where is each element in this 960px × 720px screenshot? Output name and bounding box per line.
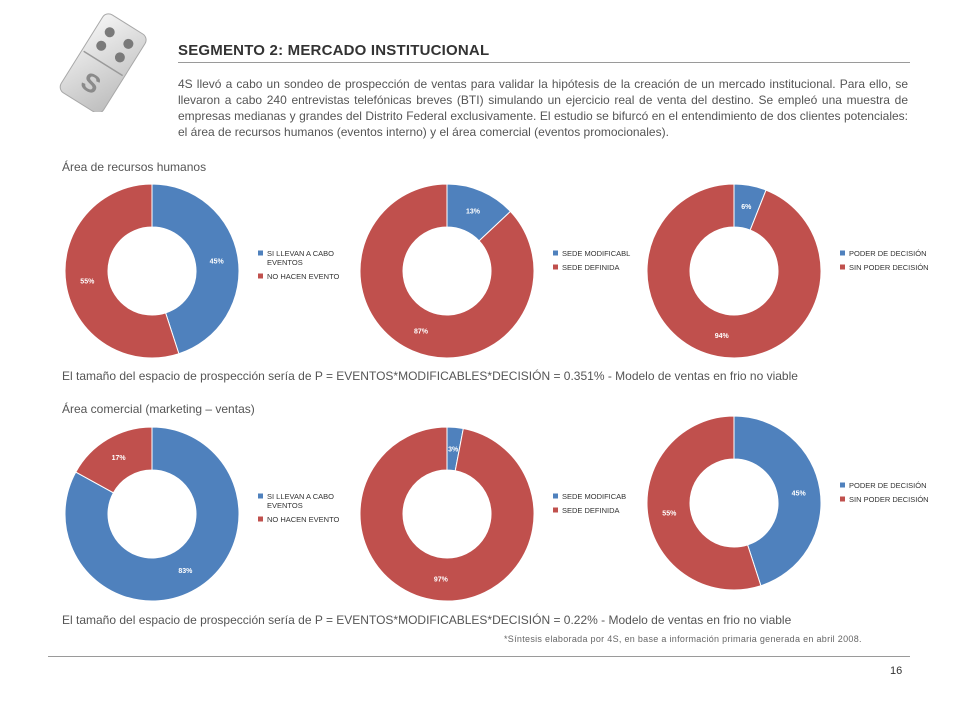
data-label: 17% [112,455,127,462]
intro-paragraph: 4S llevó a cabo un sondeo de prospección… [178,77,908,139]
data-label: 83% [178,568,193,575]
donut-slice-secondary [359,183,535,359]
donut-slice-secondary [359,426,535,602]
data-label: 55% [662,511,677,518]
legend-swatch [840,496,845,502]
data-label: 6% [741,204,752,211]
legend-swatch [840,264,845,270]
legend-label: SI LLEVAN A CABO [267,249,334,258]
legend-label: SEDE MODIFICAB [562,492,626,501]
donut-slice-primary [151,183,240,355]
donut-chart-com-venue: 3% 97% SEDE MODIFICAB SEDE DEFINIDA [345,419,645,609]
legend-swatch [553,264,558,270]
legend-label: SI LLEVAN A CABO [267,492,334,501]
footnote: *Síntesis elaborada por 4S, en base a in… [504,634,862,644]
donut-chart-com-events: 83% 17% SI LLEVAN A CABO EVENTOS NO HACEN EV… [50,419,350,609]
data-label: 45% [210,258,225,265]
legend-swatch [553,507,558,513]
data-label: 94% [715,333,730,340]
donut-slice-primary [733,415,822,587]
page-title: SEGMENTO 2: MERCADO INSTITUCIONAL [178,42,490,59]
data-label: 45% [792,490,807,497]
donut-slice-secondary [64,183,180,359]
legend-label: SEDE MODIFICABL [562,249,630,258]
donut-chart-hr-venue: 13% 87% SEDE MODIFICABL SEDE DEFINIDA [345,176,645,366]
legend-label: NO HACEN EVENTO [267,272,340,281]
data-label: 13% [466,208,481,215]
legend-label: PODER DE DECISIÓN [849,481,927,490]
donut-chart-com-decision: 45% 55% PODER DE DECISIÓN SIN PODER DECISIÓ… [632,408,932,598]
donut-slice-secondary [646,183,822,359]
data-label: 3% [448,446,459,453]
donut-slice-primary [64,426,240,602]
legend-swatch [553,250,558,256]
legend-swatch [553,493,558,499]
donut-chart-hr-decision: 6% 94% PODER DE DECISIÓN SIN PODER DECISIÓN [632,176,932,366]
legend-swatch [258,493,263,499]
commercial-formula: El tamaño del espacio de prospección ser… [62,613,792,627]
legend-label: NO HACEN EVENTO [267,515,340,524]
hr-section-label: Área de recursos humanos [62,160,207,174]
page-number: 16 [890,665,903,677]
legend-label: EVENTOS [267,258,303,267]
donut-chart-hr-events: 45% 55% SI LLEVAN A CABO EVENTOS NO HACEN EV… [50,176,350,366]
legend-swatch [258,273,263,279]
domino-logo: S [40,12,160,114]
legend-label: PODER DE DECISIÓN [849,249,927,258]
legend-label: SIN PODER DECISIÓN [849,495,929,504]
data-label: 87% [414,329,429,336]
legend-label: EVENTOS [267,501,303,510]
legend-label: SEDE DEFINIDA [562,263,620,272]
legend-swatch [840,250,845,256]
legend-swatch [258,250,263,256]
donut-slice-secondary [646,415,762,591]
donut-slice-secondary [75,426,153,494]
data-label: 55% [80,279,95,286]
commercial-section-label: Área comercial (marketing – ventas) [62,402,255,416]
data-label: 97% [434,577,449,584]
legend-swatch [258,516,263,522]
title-divider [178,62,910,63]
legend-swatch [840,482,845,488]
hr-formula: El tamaño del espacio de prospección ser… [62,369,798,383]
footer-divider [48,656,910,657]
legend-label: SEDE DEFINIDA [562,506,620,515]
legend-label: SIN PODER DECISIÓN [849,263,929,272]
